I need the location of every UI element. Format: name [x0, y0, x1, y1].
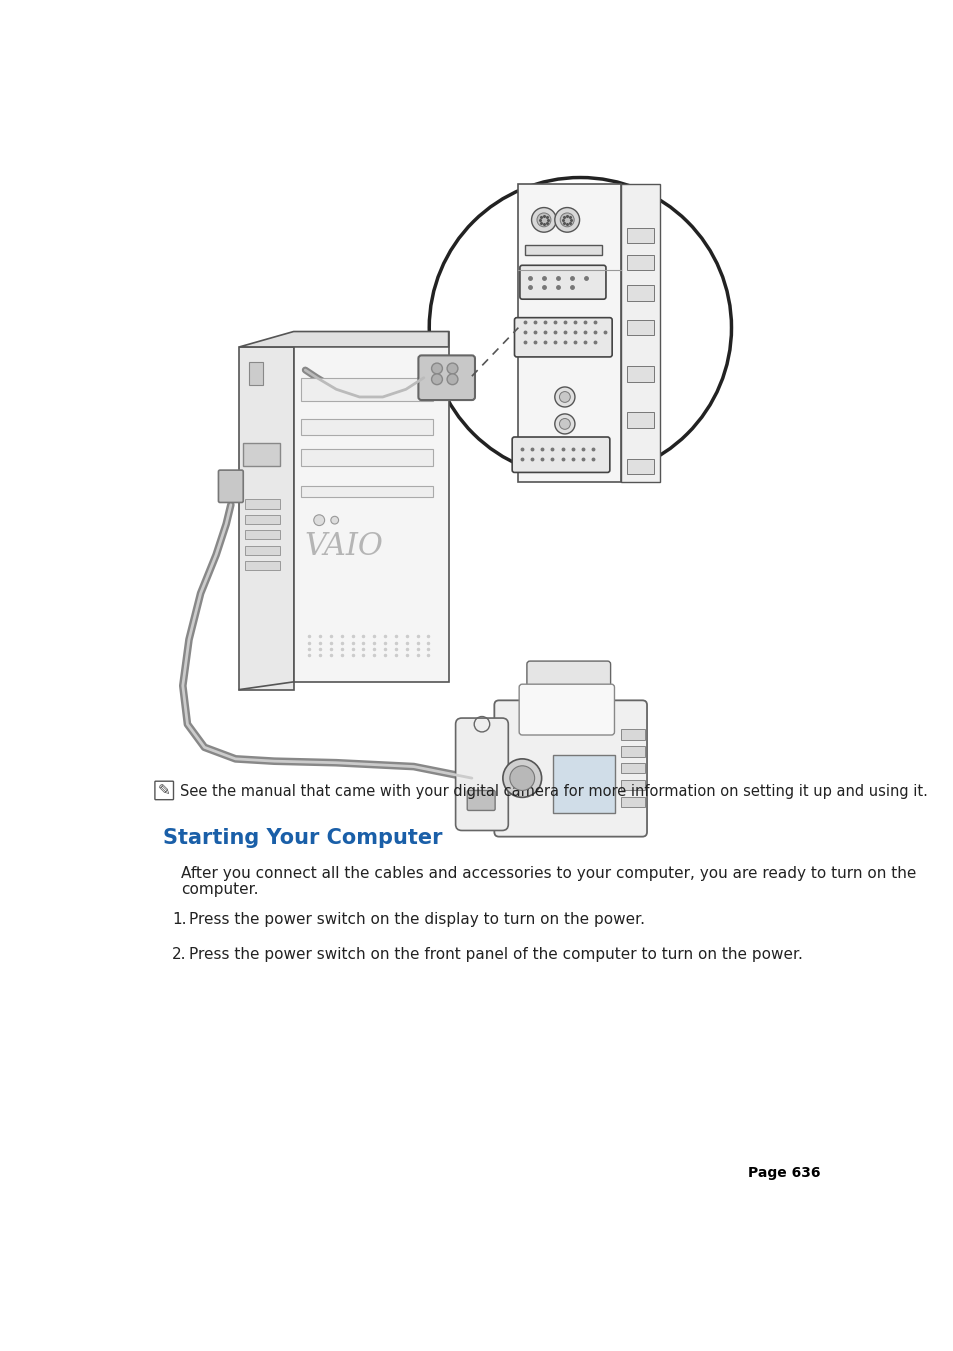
Bar	[245, 561, 279, 570]
Bar	[517, 184, 620, 482]
Bar	[626, 412, 654, 428]
Text: computer.: computer.	[181, 882, 258, 897]
Circle shape	[555, 413, 575, 434]
Circle shape	[314, 515, 324, 526]
FancyBboxPatch shape	[512, 436, 609, 473]
Text: See the manual that came with your digital camera for more information on settin: See the manual that came with your digit…	[179, 784, 926, 798]
Bar	[620, 763, 644, 774]
Circle shape	[531, 208, 556, 232]
Bar	[620, 728, 644, 739]
Bar	[626, 320, 654, 335]
Bar	[301, 419, 433, 435]
Bar	[626, 254, 654, 270]
Circle shape	[431, 374, 442, 385]
Text: Starting Your Computer: Starting Your Computer	[163, 828, 442, 847]
Bar	[245, 500, 279, 508]
FancyBboxPatch shape	[514, 317, 612, 357]
FancyBboxPatch shape	[154, 781, 173, 800]
Circle shape	[555, 208, 579, 232]
Circle shape	[447, 374, 457, 385]
Bar	[620, 184, 659, 482]
Bar	[626, 227, 654, 243]
FancyBboxPatch shape	[467, 790, 495, 811]
Circle shape	[558, 419, 570, 430]
Circle shape	[431, 363, 442, 374]
FancyBboxPatch shape	[553, 755, 615, 813]
FancyBboxPatch shape	[518, 684, 614, 735]
Text: 2.: 2.	[172, 947, 186, 962]
Bar	[301, 378, 433, 401]
Bar	[245, 530, 279, 539]
Bar	[626, 458, 654, 474]
Bar	[239, 347, 294, 689]
Text: Press the power switch on the display to turn on the power.: Press the power switch on the display to…	[189, 912, 644, 927]
Bar	[626, 366, 654, 381]
Text: Press the power switch on the front panel of the computer to turn on the power.: Press the power switch on the front pane…	[189, 947, 802, 962]
Bar	[243, 443, 280, 466]
FancyBboxPatch shape	[526, 661, 610, 704]
Bar	[301, 450, 433, 466]
FancyBboxPatch shape	[418, 355, 475, 400]
Bar	[620, 780, 644, 790]
Bar	[524, 245, 601, 254]
Circle shape	[555, 386, 575, 407]
Bar	[245, 546, 279, 555]
Circle shape	[331, 516, 338, 524]
Polygon shape	[239, 331, 448, 347]
Bar	[245, 515, 279, 524]
FancyBboxPatch shape	[456, 719, 508, 831]
Circle shape	[429, 177, 731, 478]
Circle shape	[502, 759, 541, 797]
Text: 1.: 1.	[172, 912, 186, 927]
FancyBboxPatch shape	[494, 700, 646, 836]
Bar	[301, 485, 433, 497]
Bar	[249, 362, 263, 385]
Circle shape	[558, 392, 570, 403]
Bar	[620, 797, 644, 808]
Circle shape	[559, 213, 574, 227]
Text: ✎: ✎	[157, 784, 171, 798]
Text: After you connect all the cables and accessories to your computer, you are ready: After you connect all the cables and acc…	[181, 866, 916, 881]
Text: Page 636: Page 636	[747, 1166, 820, 1179]
Bar	[626, 285, 654, 301]
Bar	[620, 746, 644, 757]
Circle shape	[447, 363, 457, 374]
FancyBboxPatch shape	[218, 470, 243, 503]
Circle shape	[509, 766, 534, 790]
FancyBboxPatch shape	[519, 265, 605, 299]
Circle shape	[537, 213, 550, 227]
Text: VAIO: VAIO	[304, 531, 383, 562]
Bar	[294, 331, 448, 682]
